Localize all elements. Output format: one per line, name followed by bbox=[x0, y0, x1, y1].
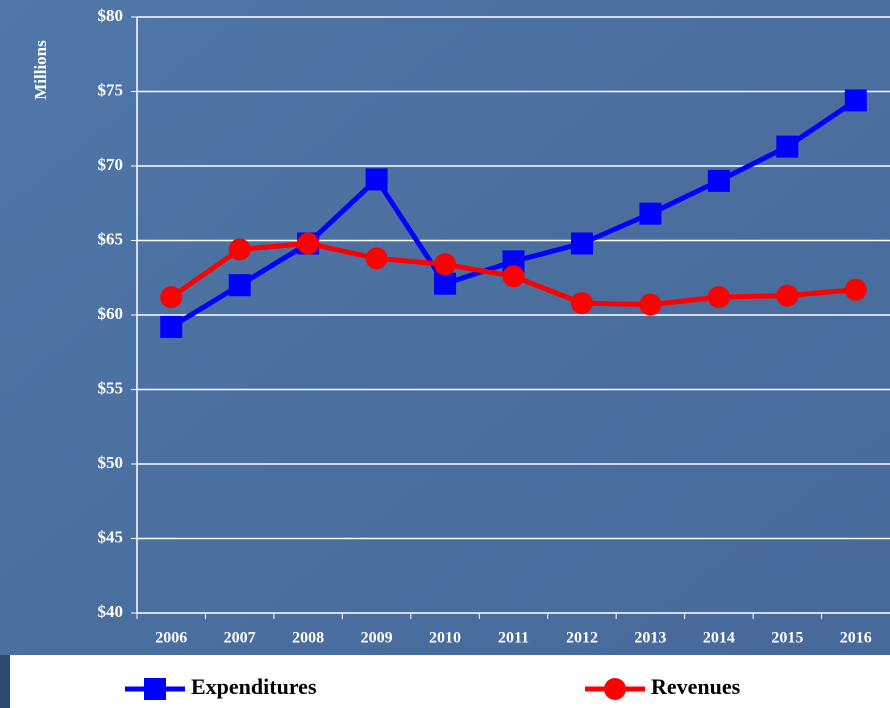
data-point bbox=[639, 293, 662, 316]
data-point bbox=[434, 272, 457, 295]
x-tick-label: 2015 bbox=[771, 630, 803, 647]
data-point bbox=[844, 89, 867, 112]
legend-marker bbox=[144, 678, 166, 700]
data-point bbox=[228, 274, 251, 297]
x-tick-label: 2009 bbox=[361, 630, 393, 647]
x-tick-label: 2014 bbox=[703, 630, 735, 647]
data-point bbox=[707, 169, 730, 192]
y-axis-label: Millions bbox=[31, 40, 50, 100]
y-tick-label: $65 bbox=[98, 229, 124, 248]
x-tick-label: 2007 bbox=[224, 630, 256, 647]
y-tick-label: $60 bbox=[98, 304, 124, 323]
data-point bbox=[776, 284, 799, 307]
y-tick-label: $75 bbox=[98, 80, 124, 99]
data-point bbox=[297, 232, 320, 255]
data-point bbox=[844, 278, 867, 301]
y-tick-label: $80 bbox=[98, 6, 124, 25]
legend-marker bbox=[604, 678, 626, 700]
data-point bbox=[160, 286, 183, 309]
data-point bbox=[365, 168, 388, 191]
y-tick-label: $50 bbox=[98, 453, 124, 472]
x-tick-label: 2006 bbox=[155, 630, 187, 647]
x-tick-label: 2008 bbox=[292, 630, 324, 647]
x-tick-label: 2013 bbox=[634, 630, 666, 647]
x-tick-label: 2012 bbox=[566, 630, 598, 647]
data-point bbox=[160, 315, 183, 338]
data-point bbox=[365, 247, 388, 270]
y-tick-label: $55 bbox=[98, 378, 124, 397]
legend-label: Expenditures bbox=[191, 674, 317, 699]
data-point bbox=[434, 253, 457, 276]
x-tick-label: 2011 bbox=[498, 630, 529, 647]
y-tick-label: $45 bbox=[98, 527, 124, 546]
data-point bbox=[228, 238, 251, 261]
x-tick-label: 2010 bbox=[429, 630, 461, 647]
legend-label: Revenues bbox=[651, 674, 741, 699]
data-point bbox=[502, 265, 525, 288]
data-point bbox=[570, 232, 593, 255]
data-point bbox=[639, 202, 662, 225]
data-point bbox=[707, 286, 730, 309]
legend-box bbox=[10, 655, 890, 708]
data-point bbox=[570, 292, 593, 315]
y-tick-label: $40 bbox=[98, 602, 124, 621]
y-tick-label: $70 bbox=[98, 155, 124, 174]
edge-strip bbox=[0, 655, 10, 708]
data-point bbox=[776, 135, 799, 158]
x-tick-label: 2016 bbox=[840, 630, 872, 647]
